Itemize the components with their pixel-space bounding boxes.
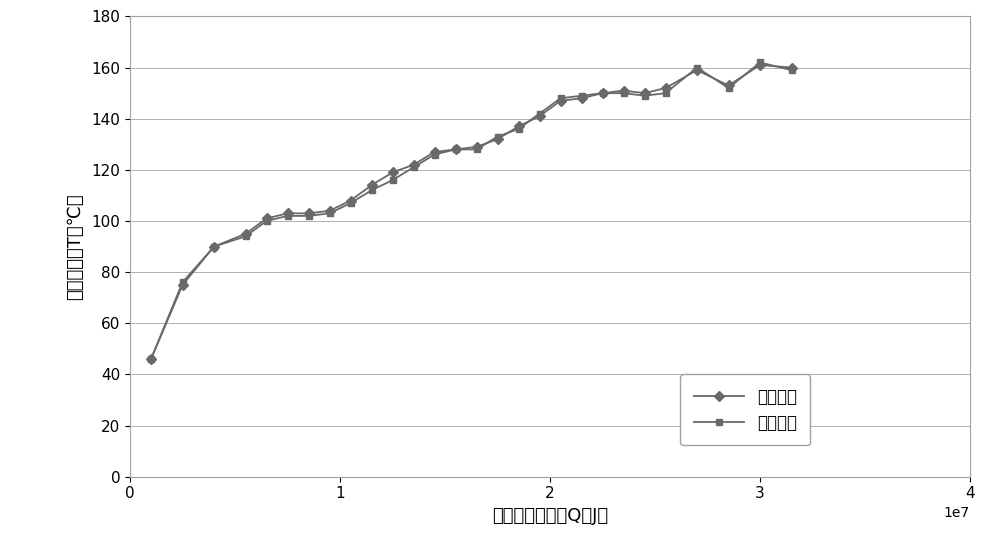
试验温度 [344,200,357,207]
试验温度 [240,233,252,239]
理论温度 [492,136,503,142]
试验温度 [786,67,798,73]
Y-axis label: 制动器温度T（℃）: 制动器温度T（℃） [66,193,84,300]
理论温度 [366,182,378,189]
理论温度 [145,356,157,362]
理论温度 [618,87,630,94]
理论温度 [408,162,420,168]
试验温度 [660,90,672,96]
试验温度 [428,151,440,158]
试验温度 [492,133,503,140]
理论温度 [240,231,252,237]
试验温度 [576,93,588,99]
理论温度 [260,215,272,222]
试验温度 [512,125,524,132]
X-axis label: 制动器吸收能量Q（J）: 制动器吸收能量Q（J） [492,507,608,525]
理论温度 [576,95,588,101]
理论温度 [344,197,357,204]
理论温度 [534,113,546,119]
试验温度 [302,213,314,219]
理论温度 [638,90,650,96]
试验温度 [176,279,188,286]
Line: 理论温度: 理论温度 [148,61,795,363]
试验温度 [450,146,462,153]
试验温度 [208,243,220,250]
理论温度 [660,85,672,92]
试验温度 [534,110,546,117]
试验温度 [722,85,734,92]
试验温度 [754,59,766,66]
理论温度 [596,90,608,96]
试验温度 [471,146,483,153]
试验温度 [324,210,336,216]
理论温度 [208,243,220,250]
理论温度 [386,169,398,176]
理论温度 [512,123,524,130]
试验温度 [638,93,650,99]
Legend: 理论温度, 试验温度: 理论温度, 试验温度 [680,374,810,446]
理论温度 [428,149,440,155]
理论温度 [722,82,734,89]
理论温度 [282,210,294,216]
理论温度 [176,282,188,288]
理论温度 [554,98,566,104]
理论温度 [302,210,314,216]
试验温度 [386,177,398,184]
试验温度 [260,218,272,224]
试验温度 [554,95,566,101]
理论温度 [754,62,766,68]
试验温度 [618,90,630,96]
理论温度 [450,146,462,153]
试验温度 [408,164,420,170]
试验温度 [145,356,157,362]
试验温度 [366,187,378,193]
理论温度 [786,64,798,71]
试验温度 [691,64,703,71]
试验温度 [282,213,294,219]
理论温度 [691,67,703,73]
理论温度 [471,144,483,150]
Line: 试验温度: 试验温度 [148,59,795,363]
理论温度 [324,208,336,214]
试验温度 [596,90,608,96]
